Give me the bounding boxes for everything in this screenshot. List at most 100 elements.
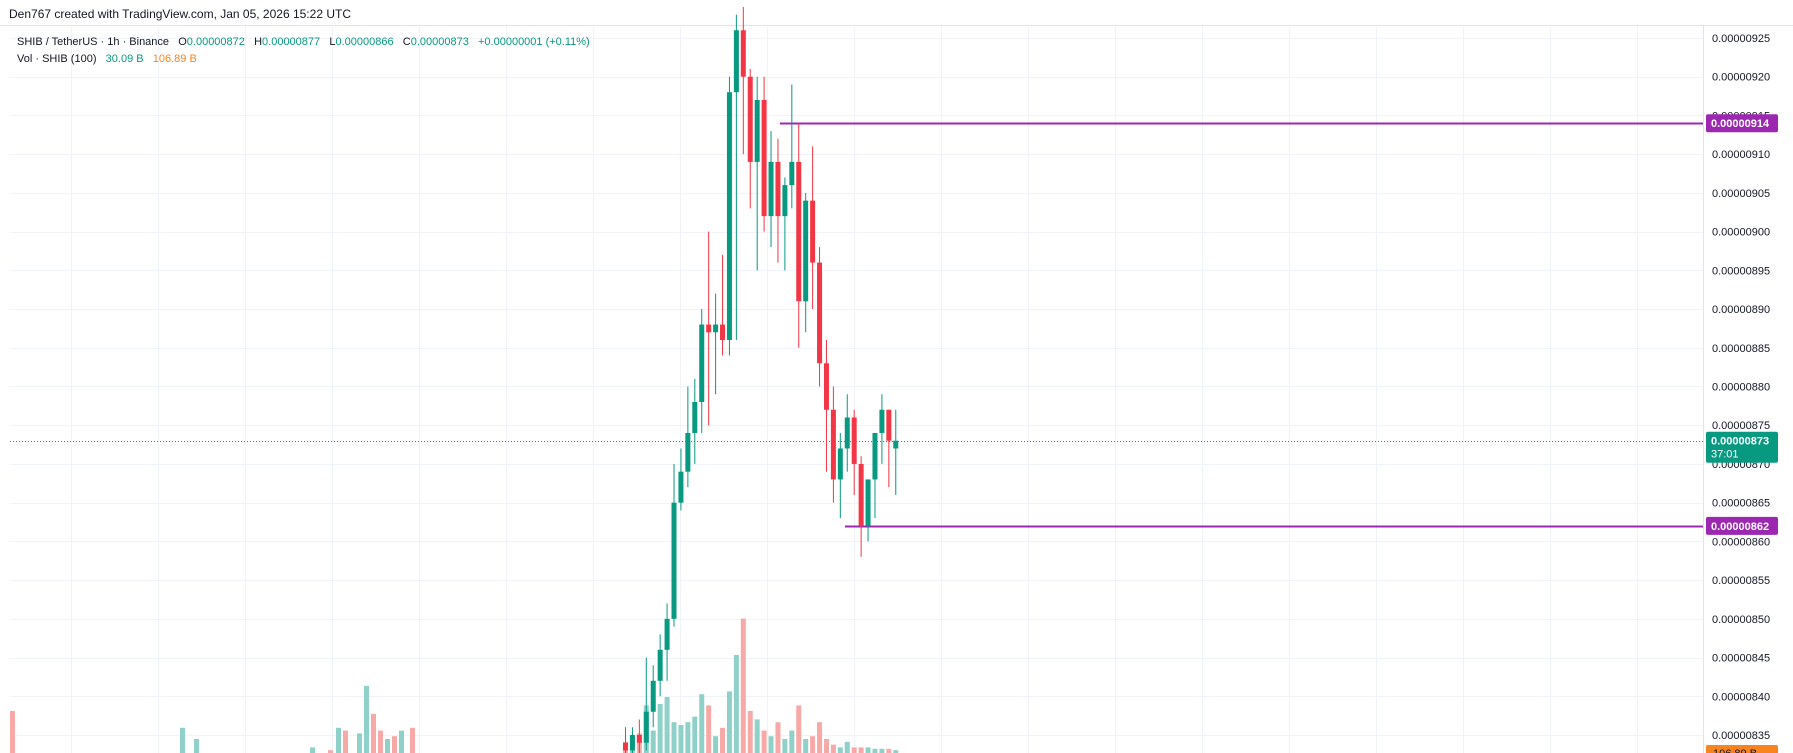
candle xyxy=(706,231,712,426)
price-tick-label: 0.00000885 xyxy=(1712,343,1770,355)
candle xyxy=(636,719,642,753)
price-tick-label: 0.00000875 xyxy=(1712,420,1770,432)
candle-body xyxy=(879,409,885,433)
candle-body xyxy=(768,161,774,217)
volume-row: Vol · SHIB (100) 30.09 B 106.89 B xyxy=(17,51,590,68)
candle xyxy=(657,634,663,697)
candle-body xyxy=(740,30,746,77)
level-badge-bg xyxy=(1706,114,1778,133)
volume-bar xyxy=(810,736,816,753)
volume-bar xyxy=(650,730,656,753)
candle xyxy=(775,138,781,263)
volume-bar xyxy=(754,719,760,753)
close-label: C xyxy=(402,36,411,48)
volume-label[interactable]: Vol · SHIB (100) xyxy=(17,53,97,65)
candle-body xyxy=(754,99,760,162)
volume-bar xyxy=(10,711,15,753)
candle xyxy=(858,456,864,557)
candle-body xyxy=(775,161,781,217)
candle xyxy=(623,727,628,753)
volume-bar xyxy=(733,655,739,753)
candle xyxy=(720,254,726,356)
chart-legend: SHIB / TetherUS · 1h · Binance O0.000008… xyxy=(17,34,590,68)
current-price-label: 0.00000873 xyxy=(1711,436,1769,448)
horizontal-levels[interactable] xyxy=(780,122,1703,528)
candle xyxy=(664,603,670,681)
candle-body xyxy=(671,502,677,619)
candle-body xyxy=(817,262,823,364)
candle-body xyxy=(636,735,642,743)
volume-bar xyxy=(378,730,383,753)
volume-ma-value: 106.89 B xyxy=(152,53,197,65)
candle-body xyxy=(678,471,684,503)
countdown-label: 37:01 xyxy=(1711,449,1739,461)
volume-bar xyxy=(851,747,857,753)
candle-body xyxy=(650,680,656,712)
volume-bar xyxy=(357,733,362,753)
candle xyxy=(782,177,788,271)
candle xyxy=(796,123,802,348)
price-axis[interactable]: 0.000009250.000009200.000009150.00000910… xyxy=(1712,33,1770,742)
candle-body xyxy=(643,711,649,743)
ohlc-row: SHIB / TetherUS · 1h · Binance O0.000008… xyxy=(17,34,590,51)
candle-body xyxy=(844,417,850,449)
candle xyxy=(692,378,698,464)
candle-body xyxy=(699,324,705,402)
candle-body xyxy=(865,479,871,526)
price-tick-label: 0.00000905 xyxy=(1712,188,1770,200)
current-price-bg xyxy=(1706,431,1778,463)
candle-body xyxy=(657,649,663,681)
volume-bar xyxy=(823,739,829,753)
volume-bar xyxy=(886,748,892,753)
volume-bar xyxy=(817,722,823,753)
candle xyxy=(851,409,857,495)
candles xyxy=(623,7,899,753)
price-tick-label: 0.00000895 xyxy=(1712,265,1770,277)
volume-bar xyxy=(343,730,348,753)
volume-bar xyxy=(726,691,732,753)
price-tick-label: 0.00000890 xyxy=(1712,304,1770,316)
candle xyxy=(879,394,885,464)
candle xyxy=(643,657,649,751)
volume-badge-label: 106.89 B xyxy=(1713,748,1757,753)
grid-lines xyxy=(10,27,1703,753)
candle-body xyxy=(720,324,726,341)
candle-body xyxy=(726,92,732,341)
volume-bar xyxy=(740,618,746,753)
candle xyxy=(699,309,705,433)
volume-bar xyxy=(706,705,712,753)
volume-badge-bg xyxy=(1706,745,1778,753)
candle xyxy=(733,14,739,341)
level-badge-label: 0.00000914 xyxy=(1711,118,1770,130)
symbol-info[interactable]: SHIB / TetherUS · 1h · Binance xyxy=(17,36,170,48)
candle-body xyxy=(830,409,836,480)
candle xyxy=(747,68,753,209)
price-tick-label: 0.00000850 xyxy=(1712,614,1770,626)
candle-body xyxy=(706,324,712,333)
volume-bar xyxy=(410,727,415,753)
candle-body xyxy=(782,185,788,217)
price-tick-label: 0.00000900 xyxy=(1712,227,1770,239)
price-tick-label: 0.00000855 xyxy=(1712,575,1770,587)
candle xyxy=(685,386,691,488)
candle xyxy=(872,432,878,519)
candle-body xyxy=(823,363,829,410)
volume-bar xyxy=(879,748,885,753)
volume-bar xyxy=(775,722,781,753)
candle-body xyxy=(810,200,816,263)
volume-bar xyxy=(364,685,369,753)
candle xyxy=(789,84,795,209)
candle xyxy=(629,727,635,753)
price-tick-label: 0.00000880 xyxy=(1712,382,1770,394)
candle xyxy=(886,409,892,488)
volume-bar xyxy=(180,727,185,753)
candle-body xyxy=(886,409,892,441)
volume-value: 30.09 B xyxy=(105,53,144,65)
level-badge: 0.00000914 xyxy=(1706,114,1778,133)
price-tick-label: 0.00000835 xyxy=(1712,730,1770,742)
candle xyxy=(650,665,656,728)
change-value: +0.00000001 (+0.11%) xyxy=(478,36,590,48)
candle xyxy=(837,432,843,519)
candle-body xyxy=(685,432,691,472)
